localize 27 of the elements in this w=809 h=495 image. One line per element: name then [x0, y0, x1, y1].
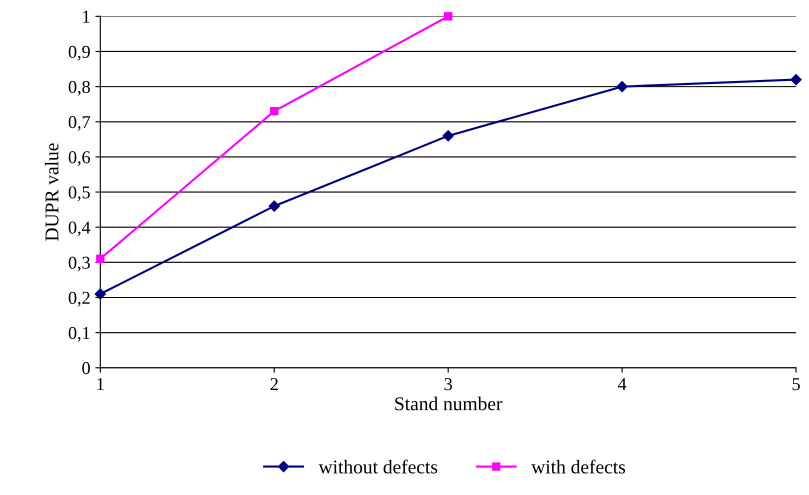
- point: [790, 74, 802, 86]
- y-tick-label: 0,3: [68, 256, 90, 272]
- y-tick-label: 0,2: [68, 292, 90, 307]
- x-tick-label: 1: [97, 378, 104, 390]
- y-tick-label: 0,6: [68, 151, 90, 166]
- y-tick-label: 0,9: [68, 46, 90, 61]
- point: [268, 200, 280, 212]
- legend-label: without defects: [318, 460, 438, 474]
- y-tick-label: 0,8: [68, 80, 90, 96]
- x-tick-label: 3: [444, 378, 452, 390]
- y-tick-label: 0,7: [68, 116, 90, 131]
- x-tick-label: 2: [270, 378, 278, 390]
- y-axis-title: DUPR value: [44, 143, 59, 241]
- y-tick-label: 0,1: [68, 326, 90, 342]
- point: [94, 288, 106, 300]
- point: [442, 130, 454, 142]
- x-tick-label: 5: [792, 378, 800, 390]
- x-axis-title: Stand number: [395, 396, 502, 410]
- legend-label: with defects: [531, 460, 626, 474]
- point: [270, 107, 278, 116]
- y-tick-label: 0,4: [68, 221, 90, 236]
- point: [444, 12, 452, 20]
- y-tick-label: 1: [83, 10, 90, 23]
- y-tick-label: 0: [82, 362, 90, 374]
- point: [616, 81, 628, 92]
- x-tick-label: 4: [618, 378, 626, 390]
- y-tick-label: 0,5: [68, 186, 90, 202]
